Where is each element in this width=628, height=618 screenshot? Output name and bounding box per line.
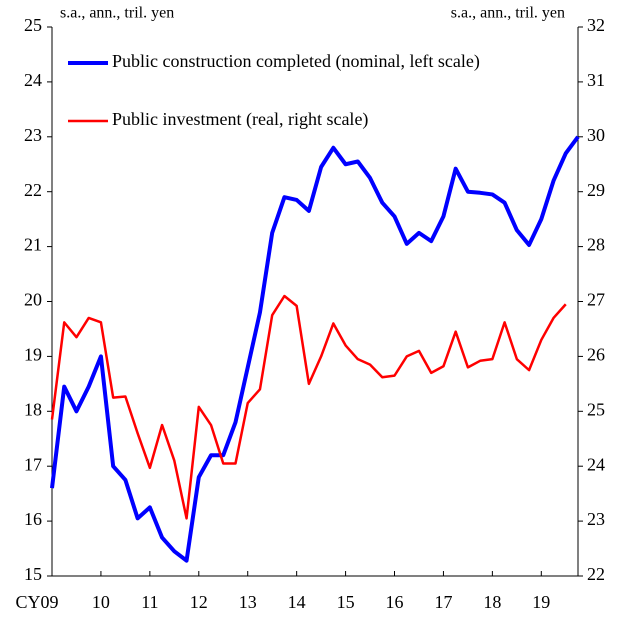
x-tick-label: CY09	[15, 592, 58, 612]
y-tick-label: 25	[24, 15, 42, 35]
y2-tick-label: 22	[587, 564, 605, 584]
y2-tick-label: 24	[587, 454, 605, 474]
y-tick-label: 19	[24, 345, 42, 365]
y-axis-unit: s.a., ann., tril. yen	[60, 5, 174, 22]
y2-axis-unit: s.a., ann., tril. yen	[451, 5, 565, 22]
y-tick-label: 16	[24, 509, 42, 529]
y2-tick-label: 31	[587, 70, 605, 90]
legend-label: Public investment (real, right scale)	[112, 109, 368, 130]
y-tick-label: 23	[24, 125, 42, 145]
x-tick-label: 18	[483, 592, 501, 612]
y2-tick-label: 29	[587, 180, 605, 200]
x-tick-label: 15	[337, 592, 355, 612]
y2-tick-label: 25	[587, 399, 605, 419]
x-tick-label: 19	[532, 592, 550, 612]
y-tick-label: 15	[24, 564, 42, 584]
x-tick-label: 14	[288, 592, 306, 612]
y2-tick-label: 28	[587, 235, 605, 255]
y-tick-label: 24	[24, 70, 42, 90]
x-tick-label: 16	[386, 592, 404, 612]
y-tick-label: 20	[24, 290, 42, 310]
y2-tick-label: 32	[587, 15, 605, 35]
y2-tick-label: 27	[587, 290, 605, 310]
x-tick-label: 17	[434, 592, 452, 612]
legend-label: Public construction completed (nominal, …	[112, 51, 480, 72]
y-tick-label: 22	[24, 180, 42, 200]
x-tick-label: 11	[141, 592, 158, 612]
y2-tick-label: 26	[587, 345, 605, 365]
y2-tick-label: 23	[587, 509, 605, 529]
series-line	[50, 294, 567, 520]
y2-tick-label: 30	[587, 125, 605, 145]
series-line	[50, 135, 580, 563]
x-tick-label: 13	[239, 592, 257, 612]
y-tick-label: 18	[24, 399, 42, 419]
y-tick-label: 17	[24, 454, 42, 474]
x-tick-label: 12	[190, 592, 208, 612]
x-tick-label: 10	[92, 592, 110, 612]
y-tick-label: 21	[24, 235, 42, 255]
